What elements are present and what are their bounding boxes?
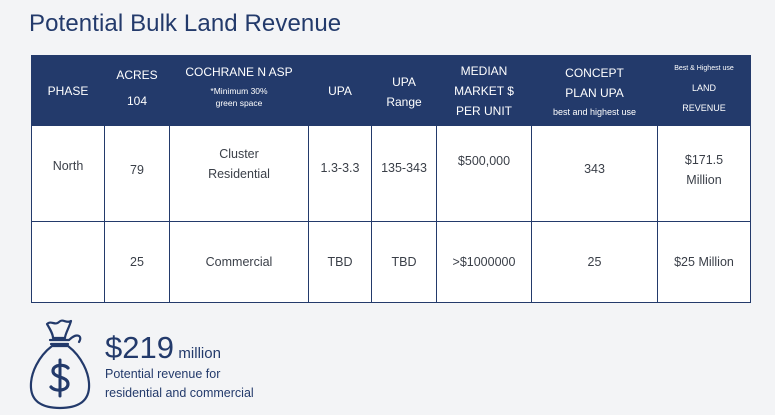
cell-median: >$1000000 bbox=[436, 221, 532, 303]
table-row: North 79 Cluster Residential 1.3-3.3 135… bbox=[31, 125, 751, 222]
revenue-total: $219 million bbox=[105, 330, 221, 366]
cell-revenue: $171.5 Million bbox=[657, 125, 751, 222]
table-header-row: PHASE ACRES 104 COCHRANE N ASP *Minimum … bbox=[31, 55, 751, 126]
cell-concept: 343 bbox=[531, 125, 658, 222]
cell-upa-range: TBD bbox=[371, 221, 437, 303]
cell-upa-range: 135-343 bbox=[371, 125, 437, 222]
revenue-amount: $219 bbox=[105, 330, 174, 365]
header-concept: CONCEPT PLAN UPA best and highest use bbox=[531, 55, 658, 126]
cell-revenue: $25 Million bbox=[657, 221, 751, 303]
cell-upa: 1.3-3.3 bbox=[308, 125, 372, 222]
cell-asp: Cluster Residential bbox=[169, 125, 309, 222]
cell-phase: North bbox=[31, 125, 105, 222]
revenue-table: PHASE ACRES 104 COCHRANE N ASP *Minimum … bbox=[31, 55, 751, 303]
header-upa: UPA bbox=[308, 55, 372, 126]
header-median: MEDIAN MARKET $ PER UNIT bbox=[436, 55, 532, 126]
cell-median: $500,000 bbox=[436, 125, 532, 222]
header-upa-range: UPA Range bbox=[371, 55, 437, 126]
revenue-description: Potential revenue for residential and co… bbox=[105, 367, 254, 400]
header-acres: ACRES 104 bbox=[104, 55, 170, 126]
cell-asp: Commercial bbox=[169, 221, 309, 303]
header-land-revenue: Best & Highest use LAND REVENUE bbox=[657, 55, 751, 126]
table-row: 25 Commercial TBD TBD >$1000000 25 $25 M… bbox=[31, 221, 751, 303]
cell-phase bbox=[31, 221, 105, 303]
cell-acres: 79 bbox=[104, 125, 170, 222]
cell-concept: 25 bbox=[531, 221, 658, 303]
header-phase: PHASE bbox=[31, 55, 105, 126]
page-title: Potential Bulk Land Revenue bbox=[29, 10, 342, 37]
cell-acres: 25 bbox=[104, 221, 170, 303]
cell-upa: TBD bbox=[308, 221, 372, 303]
money-bag-icon bbox=[29, 319, 91, 410]
header-cochrane: COCHRANE N ASP *Minimum 30% green space bbox=[169, 55, 309, 126]
revenue-unit: million bbox=[178, 345, 221, 362]
